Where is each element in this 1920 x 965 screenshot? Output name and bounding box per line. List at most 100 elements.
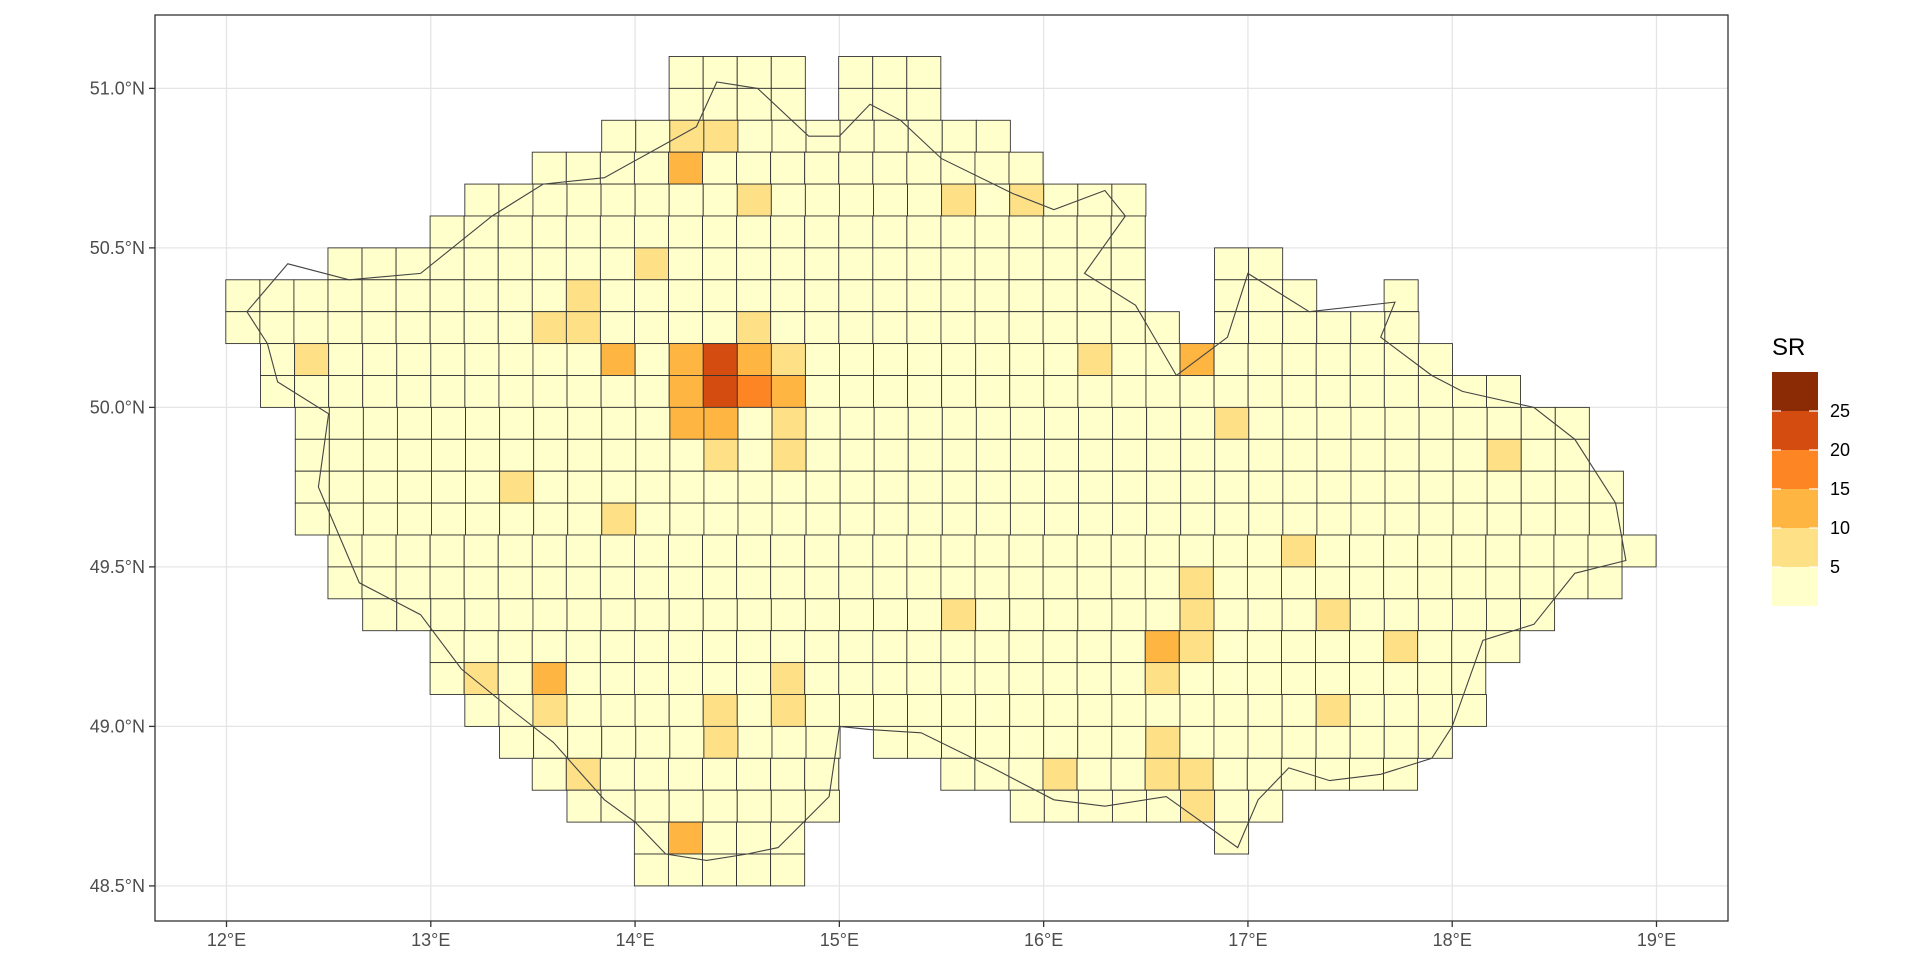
grid-cell bbox=[737, 725, 773, 759]
grid-cell bbox=[1110, 279, 1146, 313]
grid-cell bbox=[361, 279, 397, 313]
grid-cell bbox=[599, 311, 635, 345]
y-tick-label: 50.5°N bbox=[90, 238, 145, 258]
grid-cell bbox=[736, 821, 772, 855]
grid-cell bbox=[770, 662, 806, 695]
grid-cell bbox=[225, 311, 261, 345]
grid-cell bbox=[1588, 502, 1624, 536]
grid-cell bbox=[702, 151, 738, 185]
grid-cell bbox=[1042, 757, 1078, 791]
grid-cell bbox=[1146, 470, 1182, 504]
grid-cell bbox=[499, 470, 535, 504]
grid-cell bbox=[838, 56, 874, 89]
grid-cell bbox=[1009, 725, 1045, 759]
grid-cell bbox=[1111, 183, 1147, 217]
grid-cell bbox=[872, 630, 908, 664]
grid-cell bbox=[599, 534, 635, 568]
grid-cell bbox=[396, 406, 432, 440]
grid-cell bbox=[361, 247, 397, 281]
grid-cell bbox=[736, 694, 772, 727]
grid-cell bbox=[600, 375, 636, 408]
grid-cell bbox=[599, 757, 635, 791]
grid-cell bbox=[531, 279, 567, 313]
grid-cell bbox=[1350, 502, 1386, 536]
grid-cell bbox=[873, 375, 909, 408]
grid-cell bbox=[565, 311, 601, 345]
grid-cell bbox=[1145, 343, 1181, 376]
grid-cell bbox=[838, 662, 874, 695]
grid-cell bbox=[1315, 375, 1351, 408]
grid-cell bbox=[532, 343, 568, 376]
grid-cell bbox=[464, 694, 500, 727]
grid-cell bbox=[702, 566, 738, 600]
grid-cell bbox=[1383, 662, 1419, 695]
grid-cell bbox=[1281, 566, 1316, 600]
grid-cell bbox=[498, 598, 534, 632]
grid-cell bbox=[941, 598, 977, 632]
grid-cell bbox=[906, 630, 942, 664]
grid-cell bbox=[430, 375, 466, 408]
y-tick-label: 51.0°N bbox=[90, 78, 145, 98]
grid-cell bbox=[1316, 470, 1352, 504]
grid-cell bbox=[941, 343, 977, 376]
grid-cell bbox=[1180, 470, 1216, 504]
grid-cell bbox=[429, 566, 465, 600]
grid-cell bbox=[634, 375, 670, 408]
grid-cell bbox=[1212, 566, 1248, 600]
grid-cell bbox=[1110, 757, 1146, 791]
grid-cell bbox=[736, 566, 772, 600]
grid-cell bbox=[395, 534, 431, 568]
grid-cell bbox=[1076, 534, 1112, 568]
grid-cell bbox=[771, 470, 807, 504]
grid-cell bbox=[293, 279, 329, 313]
legend-color-bin bbox=[1772, 411, 1818, 450]
grid-cell bbox=[1451, 598, 1487, 632]
grid-cell bbox=[1043, 343, 1079, 376]
grid-cell bbox=[600, 694, 636, 727]
grid-cell bbox=[259, 279, 295, 313]
grid-cell bbox=[1043, 598, 1079, 632]
grid-cell bbox=[1008, 630, 1044, 664]
x-tick-label: 12°E bbox=[207, 930, 246, 950]
grid-cell bbox=[838, 534, 874, 568]
grid-cell bbox=[770, 343, 806, 376]
grid-cell bbox=[634, 789, 670, 823]
grid-cell bbox=[1212, 630, 1248, 664]
grid-cell bbox=[1077, 725, 1113, 759]
grid-cell bbox=[498, 183, 534, 217]
grid-cell bbox=[736, 534, 772, 568]
grid-cell bbox=[1111, 789, 1147, 823]
grid-cell bbox=[940, 247, 976, 281]
grid-cell bbox=[804, 151, 840, 185]
grid-cell bbox=[1281, 630, 1316, 664]
grid-cell bbox=[668, 662, 703, 695]
grid-cell bbox=[1485, 630, 1521, 664]
grid-cell bbox=[362, 406, 398, 440]
grid-cell bbox=[941, 119, 977, 153]
grid-cell bbox=[1178, 534, 1214, 568]
grid-cell bbox=[907, 375, 943, 408]
grid-cell bbox=[873, 694, 908, 727]
grid-cell bbox=[1282, 438, 1318, 472]
grid-cell bbox=[1042, 215, 1078, 249]
grid-cell bbox=[941, 694, 977, 727]
grid-cell bbox=[431, 406, 466, 440]
grid-cell bbox=[1009, 789, 1045, 823]
grid-cell bbox=[1282, 406, 1318, 440]
x-tick-label: 17°E bbox=[1228, 930, 1267, 950]
grid-cell bbox=[1587, 566, 1623, 600]
grid-cell bbox=[1383, 534, 1419, 568]
grid-cell bbox=[1076, 279, 1112, 313]
grid-cell bbox=[600, 789, 636, 823]
grid-cell bbox=[940, 534, 976, 568]
grid-cell bbox=[703, 406, 739, 440]
grid-cell bbox=[531, 247, 567, 281]
grid-cell bbox=[1144, 534, 1180, 568]
grid-cell bbox=[838, 566, 874, 600]
grid-cell bbox=[599, 662, 635, 695]
grid-cell bbox=[1212, 534, 1248, 568]
grid-cell bbox=[1009, 343, 1045, 376]
grid-cell bbox=[1315, 725, 1351, 759]
grid-cell bbox=[770, 87, 806, 121]
grid-cell bbox=[1282, 279, 1318, 313]
